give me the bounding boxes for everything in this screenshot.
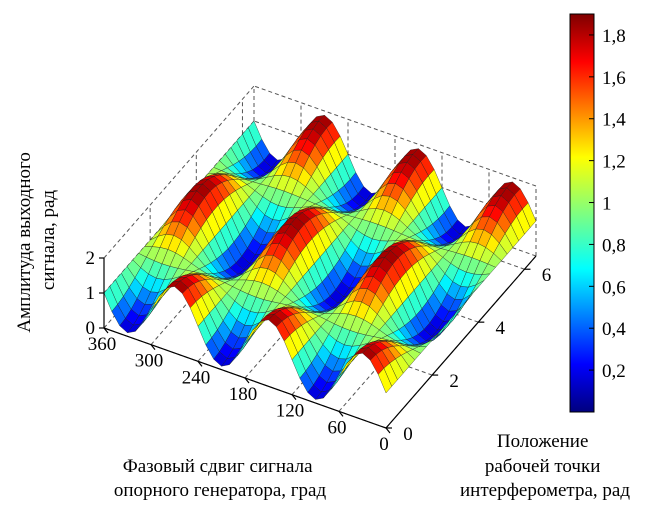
- y-tick-label: 4: [496, 318, 506, 339]
- colorbar-tick-label: 0,4: [602, 319, 626, 340]
- y-tick-label: 6: [542, 265, 552, 286]
- surface-mesh: [103, 114, 537, 400]
- y-axis-label-line3: интерферометра, рад: [460, 480, 630, 501]
- z-axis-label-line2: сигнала, рад: [38, 190, 59, 291]
- colorbar-tick-label: 1: [602, 194, 612, 215]
- z-axis-label-line1: Амплитуда выходного: [14, 152, 35, 332]
- x-tick-mark: [338, 410, 344, 417]
- y-axis-line: [385, 255, 537, 429]
- colorbar-tick-label: 1,6: [602, 68, 626, 89]
- colorbar-tick-label: 0,6: [602, 277, 626, 298]
- x-tick-mark: [291, 394, 297, 401]
- colorbar-tick-label: 0,8: [602, 235, 626, 256]
- x-tick-label: 0: [379, 434, 389, 455]
- colorbar-tick-label: 1,2: [602, 152, 626, 173]
- colorbar-ticks: 0,2 0,4 0,6 0,8 1 1,2 1,4 1,6 1,8: [589, 26, 626, 382]
- y-tick-label: 0: [403, 424, 413, 445]
- x-tick-mark: [103, 327, 109, 334]
- colorbar: [569, 13, 595, 413]
- grid-line: [253, 85, 537, 187]
- grid-line: [103, 85, 255, 259]
- y-axis-label-line1: Положение: [497, 431, 589, 452]
- surface-patch: [377, 367, 393, 394]
- x-axis-label: Фазовый сдвиг сигнала опорного генератор…: [114, 456, 327, 501]
- axes-frame: [99, 255, 537, 434]
- z-tick-label: 0: [86, 318, 96, 339]
- z-axis-label: Амплитуда выходного сигнала, рад: [14, 147, 59, 332]
- x-tick-mark: [385, 427, 391, 434]
- x-tick-label: 60: [328, 417, 347, 438]
- x-tick-mark: [244, 377, 250, 384]
- y-axis-label-line2: рабочей точки: [485, 456, 601, 477]
- x-tick-label: 180: [229, 384, 258, 405]
- x-tick-mark: [197, 360, 203, 367]
- z-tick-label: 1: [86, 283, 96, 304]
- colorbar-tick-label: 1,4: [602, 110, 626, 131]
- colorbar-tick-label: 0,2: [602, 361, 626, 382]
- x-tick-mark: [150, 344, 156, 351]
- x-tick-label: 240: [182, 367, 211, 388]
- x-tick-label: 120: [276, 401, 305, 422]
- y-tick-label: 2: [449, 371, 459, 392]
- x-axis-label-line1: Фазовый сдвиг сигнала: [123, 456, 313, 477]
- x-tick-label: 300: [135, 351, 164, 372]
- z-tick-label: 2: [86, 248, 96, 269]
- x-tick-label: 360: [88, 334, 117, 355]
- y-axis-label: Положение рабочей точки интерферометра, …: [460, 431, 630, 501]
- x-axis-label-line2: опорного генератора, град: [114, 480, 327, 501]
- colorbar-tick-label: 1,8: [602, 26, 626, 47]
